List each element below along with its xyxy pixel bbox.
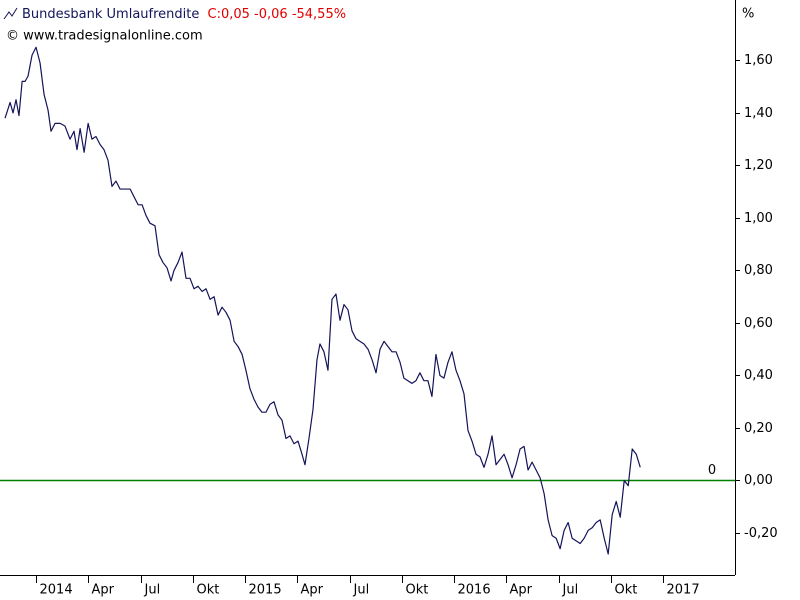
x-tick-label: Apr <box>301 583 324 598</box>
x-tick-label: 2015 <box>249 583 282 598</box>
unit-label: % <box>742 7 754 22</box>
x-tick-label: 2014 <box>40 583 73 598</box>
y-tick-label: 1,40 <box>744 106 773 121</box>
y-tick-label: 0,00 <box>744 473 773 488</box>
x-tick-label: Jul <box>353 583 370 598</box>
zero-line-label: 0 <box>708 463 716 478</box>
y-tick-label: 1,60 <box>744 53 773 68</box>
chart-header: Bundesbank Umlaufrendite C:0,05 -0,06 -5… <box>22 7 346 22</box>
x-tick-label: Okt <box>406 583 429 598</box>
x-tick-label: Jul <box>144 583 161 598</box>
series-quote: C:0,05 -0,06 -54,55% <box>208 7 347 22</box>
x-tick-label: 2017 <box>667 583 700 598</box>
y-tick-label: 0,20 <box>744 421 773 436</box>
series-line <box>4 46 641 555</box>
y-tick-label: 0,80 <box>744 263 773 278</box>
y-tick-label: 1,00 <box>744 211 773 226</box>
x-tick-label: Apr <box>92 583 115 598</box>
x-tick-label: Okt <box>615 583 638 598</box>
y-tick-label: 0,60 <box>744 316 773 331</box>
y-tick-label: 1,20 <box>744 158 773 173</box>
x-tick-label: Okt <box>197 583 220 598</box>
y-tick-label: -0,20 <box>744 526 778 541</box>
copyright: © www.tradesignalonline.com <box>6 29 203 44</box>
x-tick-label: 2016 <box>458 583 491 598</box>
y-tick-label: 0,40 <box>744 368 773 383</box>
x-tick-label: Jul <box>562 583 579 598</box>
series-name: Bundesbank Umlaufrendite <box>22 7 199 22</box>
x-tick-label: Apr <box>510 583 533 598</box>
series-icon <box>3 7 18 20</box>
